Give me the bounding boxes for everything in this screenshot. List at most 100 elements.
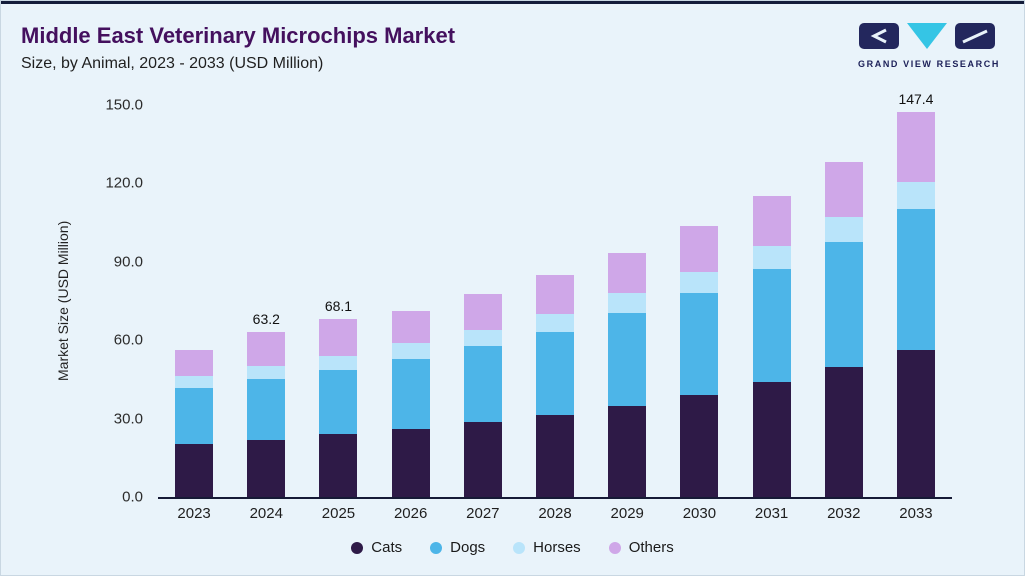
legend-label-others: Others bbox=[628, 539, 674, 556]
bar-segment-horses-2028 bbox=[536, 313, 575, 332]
bar-2031 bbox=[752, 195, 791, 497]
y-axis-ticks: 150.0 120.0 90.0 60.0 30.0 0.0 bbox=[81, 97, 143, 506]
bar-2030 bbox=[680, 226, 719, 497]
bar-segment-dogs-2028 bbox=[536, 331, 575, 415]
bar-segment-dogs-2026 bbox=[391, 358, 430, 429]
bar-segment-cats-2023 bbox=[175, 443, 214, 497]
bar-column-2024: 63.2 bbox=[230, 105, 302, 497]
legend-label-dogs: Dogs bbox=[450, 539, 486, 556]
bar-2029 bbox=[608, 253, 647, 497]
bar-segment-horses-2024 bbox=[247, 366, 286, 380]
bar-2027 bbox=[463, 294, 502, 497]
bar-column-2026 bbox=[375, 105, 447, 497]
bar-segment-others-2023 bbox=[175, 350, 214, 376]
bar-column-2028 bbox=[519, 105, 591, 497]
bar-segment-others-2031 bbox=[752, 195, 791, 247]
bar-segment-horses-2026 bbox=[391, 343, 430, 359]
bar-2023 bbox=[175, 350, 214, 497]
legend-label-horses: Horses bbox=[533, 539, 581, 556]
x-tick-2030: 2030 bbox=[682, 505, 717, 522]
bar-segment-cats-2031 bbox=[752, 382, 791, 497]
logo-marks-icon bbox=[859, 23, 995, 49]
legend-dot-horses bbox=[513, 541, 526, 554]
header: Middle East Veterinary Microchips Market… bbox=[21, 23, 1004, 73]
bar-column-2031 bbox=[736, 105, 808, 497]
bar-column-2025: 68.1 bbox=[302, 105, 374, 497]
bar-segment-others-2025 bbox=[319, 319, 358, 356]
bar-segment-cats-2027 bbox=[463, 421, 502, 497]
bar-segment-cats-2030 bbox=[680, 394, 719, 497]
bar-segment-cats-2029 bbox=[608, 405, 647, 497]
y-tick-60.0: 60.0 bbox=[113, 331, 143, 349]
bar-segment-others-2026 bbox=[391, 311, 430, 344]
legend: Cats Dogs Horses Others bbox=[1, 539, 1024, 556]
bar-segment-dogs-2027 bbox=[463, 345, 502, 422]
bar-2026 bbox=[391, 311, 430, 497]
bar-2028 bbox=[536, 274, 575, 497]
bar-2024 bbox=[247, 331, 286, 497]
x-tick-2029: 2029 bbox=[610, 505, 644, 522]
y-tick-30.0: 30.0 bbox=[113, 410, 143, 428]
bar-segment-horses-2030 bbox=[680, 271, 719, 293]
bar-2025 bbox=[319, 319, 358, 497]
bar-segment-horses-2031 bbox=[752, 246, 791, 270]
legend-item-horses: Horses bbox=[513, 539, 581, 556]
bar-segment-dogs-2029 bbox=[608, 312, 647, 406]
bar-segment-horses-2027 bbox=[463, 329, 502, 346]
x-tick-2028: 2028 bbox=[538, 505, 572, 522]
legend-item-cats: Cats bbox=[351, 539, 402, 556]
y-tick-90.0: 90.0 bbox=[113, 253, 143, 271]
bar-2033 bbox=[896, 111, 935, 497]
y-tick-0.0: 0.0 bbox=[122, 488, 143, 506]
bar-segment-dogs-2032 bbox=[824, 242, 863, 367]
y-tick-120.0: 120.0 bbox=[105, 174, 143, 192]
bar-segment-others-2024 bbox=[247, 331, 286, 367]
total-label-2033: 147.4 bbox=[898, 90, 934, 107]
bar-column-2033: 147.4 bbox=[880, 91, 952, 497]
plot-area: 63.2 68.1 147.4 bbox=[158, 91, 952, 499]
bar-segment-others-2032 bbox=[824, 162, 863, 217]
bar-segment-horses-2025 bbox=[319, 355, 358, 370]
page-title: Middle East Veterinary Microchips Market bbox=[21, 23, 456, 48]
x-tick-2024: 2024 bbox=[249, 505, 283, 522]
bar-segment-cats-2025 bbox=[319, 434, 358, 497]
x-tick-2033: 2033 bbox=[899, 505, 933, 522]
legend-dot-dogs bbox=[430, 541, 443, 554]
bar-segment-others-2029 bbox=[608, 253, 647, 294]
title-block: Middle East Veterinary Microchips Market… bbox=[21, 23, 455, 73]
bar-segment-dogs-2030 bbox=[680, 292, 719, 395]
chart-subtitle: Size, by Animal, 2023 - 2033 (USD Millio… bbox=[21, 55, 324, 73]
legend-dot-cats bbox=[351, 541, 364, 554]
x-tick-2027: 2027 bbox=[466, 505, 500, 522]
x-tick-2025: 2025 bbox=[321, 505, 356, 522]
bar-segment-cats-2026 bbox=[391, 428, 430, 497]
bar-segment-dogs-2033 bbox=[896, 209, 935, 351]
bar-segment-cats-2033 bbox=[896, 350, 935, 497]
bar-column-2023 bbox=[158, 105, 230, 497]
x-tick-2032: 2032 bbox=[827, 505, 861, 522]
legend-item-dogs: Dogs bbox=[430, 539, 485, 556]
x-tick-2023: 2023 bbox=[177, 505, 211, 522]
bar-column-2032 bbox=[808, 105, 880, 497]
y-axis-title: Market Size (USD Million) bbox=[55, 220, 71, 382]
bar-segment-others-2030 bbox=[680, 226, 719, 272]
legend-item-others: Others bbox=[608, 539, 674, 556]
bar-column-2030 bbox=[663, 105, 735, 497]
bar-segment-horses-2033 bbox=[896, 181, 935, 210]
bar-segment-others-2033 bbox=[896, 111, 935, 182]
bar-column-2027 bbox=[447, 105, 519, 497]
grand-view-research-logo: GRAND VIEW RESEARCH bbox=[854, 23, 1004, 69]
bar-column-2029 bbox=[591, 105, 663, 497]
legend-label-cats: Cats bbox=[371, 539, 403, 556]
x-tick-2031: 2031 bbox=[754, 505, 789, 522]
legend-dot-others bbox=[608, 541, 621, 554]
bar-segment-others-2027 bbox=[463, 294, 502, 330]
total-label-2024: 63.2 bbox=[252, 310, 280, 327]
top-border bbox=[1, 1, 1024, 4]
bar-segment-horses-2023 bbox=[175, 375, 214, 388]
bar-segment-dogs-2023 bbox=[175, 387, 214, 444]
bar-2032 bbox=[824, 162, 863, 497]
bar-segment-horses-2029 bbox=[608, 293, 647, 313]
logo-text: GRAND VIEW RESEARCH bbox=[858, 59, 1000, 69]
